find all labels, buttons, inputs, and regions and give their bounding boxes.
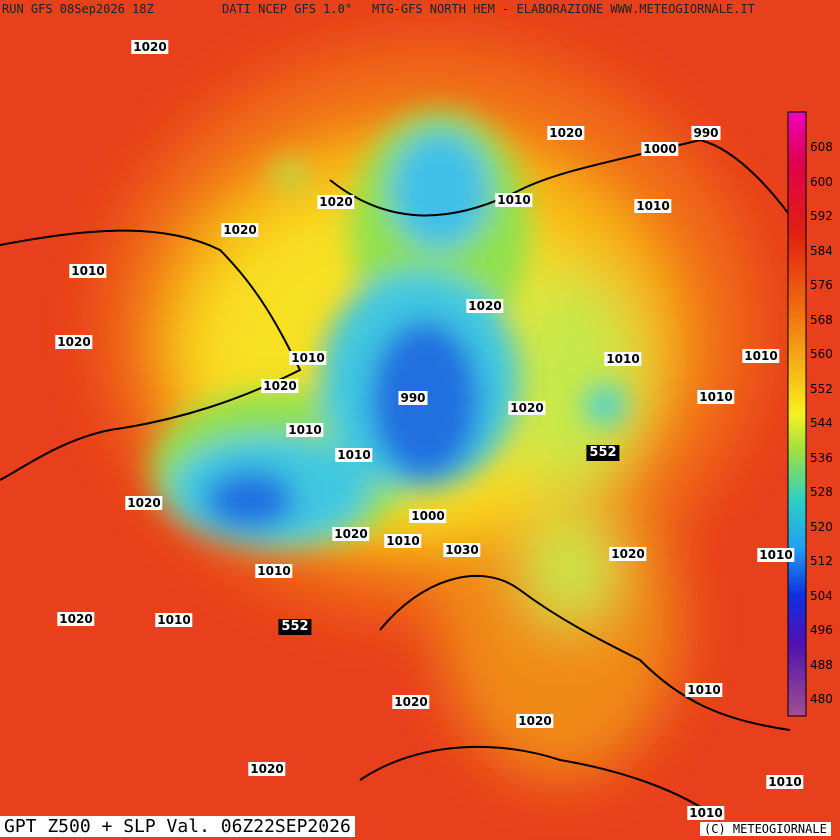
pressure-label: 1020 (516, 714, 554, 728)
height-label: 552 (278, 619, 312, 635)
colorbar-tick-label: 528 (810, 485, 833, 499)
colorbar-tick-label: 576 (810, 278, 833, 292)
colorbar (787, 111, 807, 717)
pressure-label: 1010 (495, 193, 533, 207)
pressure-label: 1020 (248, 762, 286, 776)
pressure-label: 990 (691, 126, 721, 140)
colorbar-tick-label: 512 (810, 554, 833, 568)
pressure-label: 1010 (604, 352, 642, 366)
colorbar-tick-label: 560 (810, 347, 833, 361)
pressure-label: 1020 (547, 126, 585, 140)
pressure-label: 1010 (69, 264, 107, 278)
pressure-label: 1020 (125, 496, 163, 510)
colorbar-tick-label: 552 (810, 381, 833, 396)
copyright: (C) METEOGIORNALE (700, 822, 831, 836)
colorbar-tick-label: 608 (810, 140, 833, 154)
run-label: RUN GFS 08Sep2026 18Z (2, 2, 154, 16)
pressure-label: 1010 (634, 199, 672, 213)
pressure-label: 1020 (466, 299, 504, 313)
colorbar-tick-label: 600 (810, 174, 833, 189)
pressure-label: 1020 (392, 695, 430, 709)
colorbar-tick-label: 488 (810, 657, 833, 672)
pressure-label: 1010 (289, 351, 327, 365)
colorbar-tick-label: 584 (810, 243, 833, 258)
pressure-label: 1020 (609, 547, 647, 561)
colorbar-tick-label: 544 (810, 416, 833, 430)
pressure-label: 1010 (742, 349, 780, 363)
coastline (0, 138, 801, 821)
colorbar-tick-label: 520 (810, 519, 833, 534)
colorbar-tick-label: 496 (810, 623, 833, 637)
pressure-label: 1020 (508, 401, 546, 415)
pressure-label: 1000 (409, 509, 447, 523)
pressure-label: 1030 (443, 543, 481, 557)
header-title: MTG-GFS NORTH HEM - ELABORAZIONE WWW.MET… (372, 2, 755, 16)
pressure-label: 1010 (255, 564, 293, 578)
pressure-label: 1010 (155, 613, 193, 627)
colorbar-tick-label: 504 (810, 588, 833, 603)
colorbar-tick-label: 568 (810, 312, 833, 327)
pressure-label: 990 (398, 391, 428, 405)
pressure-label: 1010 (335, 448, 373, 462)
pressure-label: 1010 (766, 775, 804, 789)
pressure-label: 1020 (261, 379, 299, 393)
pressure-label: 1020 (57, 612, 95, 626)
pressure-label: 1000 (641, 142, 679, 156)
pressure-label: 1010 (697, 390, 735, 404)
footer-title: GPT Z500 + SLP Val. 06Z22SEP2026 (0, 816, 355, 837)
source-label: DATI NCEP GFS 1.0° (222, 2, 353, 16)
pressure-label: 1010 (384, 534, 422, 548)
pressure-label: 1020 (131, 40, 169, 54)
pressure-label: 1010 (685, 683, 723, 697)
pressure-label: 1020 (332, 527, 370, 541)
height-label: 552 (586, 445, 620, 461)
colorbar-tick-label: 592 (810, 209, 833, 223)
pressure-label: 1020 (55, 335, 93, 349)
colorbar-tick-label: 480 (810, 692, 833, 706)
trough-field (150, 110, 625, 550)
pressure-label: 1020 (221, 223, 259, 237)
pressure-label: 1020 (317, 195, 355, 209)
pressure-label: 1010 (687, 806, 725, 820)
pressure-label: 1010 (286, 423, 324, 437)
colorbar-tick-label: 536 (810, 450, 833, 465)
pressure-label: 1010 (757, 548, 795, 562)
